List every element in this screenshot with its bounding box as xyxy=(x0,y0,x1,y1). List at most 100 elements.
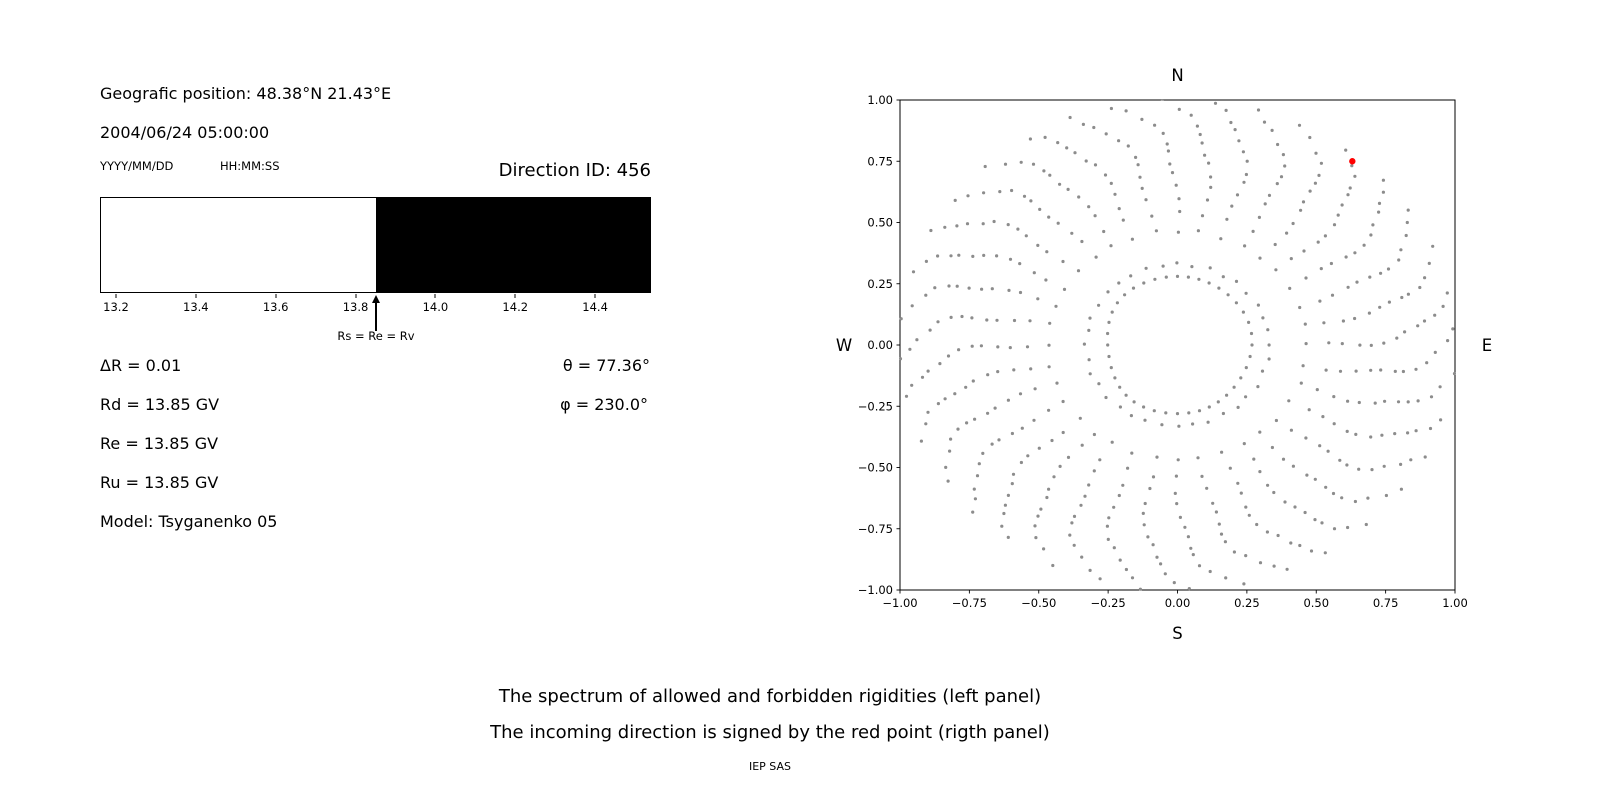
grid-dot xyxy=(1055,381,1059,385)
grid-dot xyxy=(1250,343,1254,347)
grid-dot xyxy=(1103,173,1108,177)
grid-dot xyxy=(1109,366,1113,370)
grid-dot xyxy=(908,347,912,351)
grid-dot xyxy=(1113,376,1117,380)
grid-dot xyxy=(1230,204,1234,208)
grid-dot xyxy=(1301,200,1306,204)
grid-dot xyxy=(1142,405,1146,409)
grid-dot xyxy=(1378,305,1382,309)
grid-dot xyxy=(1291,221,1295,226)
grid-dot xyxy=(1068,533,1072,537)
grid-dot xyxy=(1152,409,1156,413)
grid-dot xyxy=(1010,482,1014,486)
grid-dot xyxy=(971,254,975,258)
grid-dot xyxy=(1429,395,1434,399)
grid-dot xyxy=(910,304,914,308)
grid-dot xyxy=(1024,234,1028,238)
grid-dot xyxy=(1314,151,1318,155)
compass-west-label: W xyxy=(836,336,852,355)
credit-label: IEP SAS xyxy=(748,760,792,773)
grid-dot xyxy=(1110,310,1114,314)
grid-dot xyxy=(1318,299,1322,303)
grid-dot xyxy=(1045,495,1049,500)
grid-dot xyxy=(1048,321,1052,325)
grid-dot xyxy=(1174,183,1178,187)
re-value: Re = 13.85 GV xyxy=(100,434,219,453)
grid-dot xyxy=(1244,366,1248,370)
grid-dot xyxy=(1214,510,1218,514)
grid-dot xyxy=(1353,499,1357,504)
grid-dot xyxy=(990,287,994,291)
grid-dot xyxy=(1093,163,1098,167)
up-arrow-icon xyxy=(371,295,380,303)
grid-dot xyxy=(1020,426,1024,430)
grid-dot xyxy=(1293,505,1297,509)
grid-dot xyxy=(1332,223,1337,227)
grid-dot xyxy=(1076,269,1081,273)
grid-dot xyxy=(1121,483,1125,487)
grid-dot xyxy=(1313,477,1317,481)
grid-dot xyxy=(1380,433,1384,437)
grid-dot xyxy=(1036,514,1040,518)
grid-dot xyxy=(1118,405,1122,409)
grid-dot xyxy=(1174,474,1178,478)
grid-dot xyxy=(1346,399,1350,403)
grid-dot xyxy=(1340,342,1344,346)
grid-dot xyxy=(1283,500,1287,504)
grid-dot xyxy=(949,437,953,441)
x-tick-label: 13.2 xyxy=(103,300,129,314)
grid-dot xyxy=(1324,485,1328,489)
grid-dot xyxy=(1105,524,1109,528)
phi-value: φ = 230.0° xyxy=(560,395,648,414)
grid-dot xyxy=(1326,449,1330,453)
y-tick-label: 0.25 xyxy=(867,277,893,291)
grid-dot xyxy=(1276,142,1280,147)
grid-dot xyxy=(1387,300,1391,304)
grid-dot xyxy=(1094,255,1098,259)
grid-dot xyxy=(972,487,976,491)
grid-dot xyxy=(995,254,999,258)
grid-dot xyxy=(1196,456,1200,460)
grid-dot xyxy=(1061,430,1065,435)
x-tick-label: 13.8 xyxy=(342,300,369,314)
grid-dot xyxy=(899,357,903,361)
grid-dot xyxy=(1381,190,1385,194)
y-tick-label: 0.00 xyxy=(867,338,893,352)
grid-dot xyxy=(1330,293,1335,297)
grid-dot xyxy=(1281,153,1285,157)
grid-dot xyxy=(1283,164,1287,168)
grid-dot xyxy=(1018,392,1023,396)
x-tick xyxy=(115,294,117,298)
grid-dot xyxy=(1130,576,1135,580)
grid-dot xyxy=(1401,369,1405,374)
grid-dot xyxy=(948,449,952,453)
rigidity-spectrum-chart xyxy=(100,197,651,293)
grid-dot xyxy=(1244,505,1248,509)
grid-dot xyxy=(1010,431,1014,436)
grid-dot xyxy=(1043,135,1047,139)
grid-dot xyxy=(1197,277,1201,281)
grid-dot xyxy=(1299,208,1303,212)
grid-dot xyxy=(1245,159,1249,163)
grid-dot xyxy=(1079,503,1083,507)
grid-dot xyxy=(1165,142,1169,146)
grid-dot xyxy=(1353,316,1357,321)
grid-dot xyxy=(1221,275,1225,279)
grid-dot xyxy=(1077,195,1081,199)
grid-dot xyxy=(1224,576,1228,580)
grid-dot xyxy=(1058,182,1062,186)
grid-dot xyxy=(1256,108,1261,112)
grid-dot xyxy=(1065,146,1069,150)
grid-dot xyxy=(1266,483,1270,487)
grid-dot xyxy=(1058,464,1062,468)
grid-dot xyxy=(1399,487,1403,491)
grid-dot xyxy=(1258,561,1263,565)
grid-dot xyxy=(1168,162,1172,166)
grid-dot xyxy=(943,225,947,229)
red-point xyxy=(1349,158,1356,165)
grid-dot xyxy=(1265,530,1269,534)
grid-dot xyxy=(1051,563,1055,568)
grid-dot xyxy=(1176,230,1180,234)
grid-dot xyxy=(1070,231,1074,235)
grid-dot xyxy=(1416,399,1420,403)
